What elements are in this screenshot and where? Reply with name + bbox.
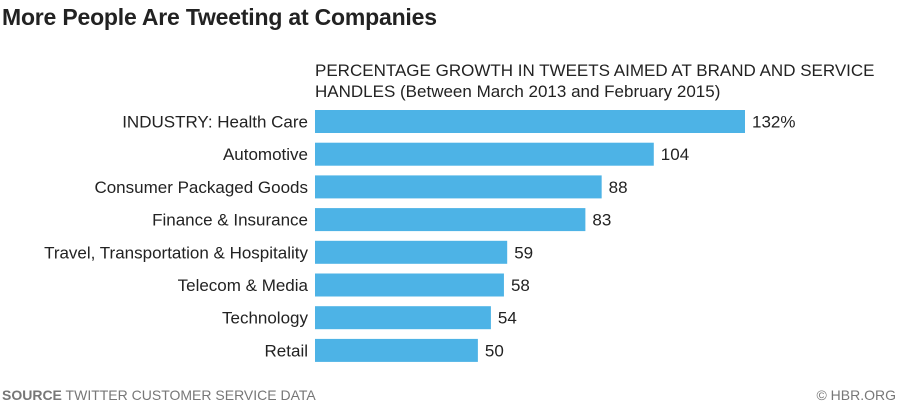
- bar: [315, 273, 504, 297]
- category-label: Telecom & Media: [178, 276, 309, 295]
- category-label: Travel, Transportation & Hospitality: [44, 243, 308, 262]
- data-label: 54: [498, 309, 517, 328]
- bar: [315, 142, 654, 166]
- copyright-credit: © HBR.ORG: [816, 387, 896, 403]
- bar: [315, 208, 586, 232]
- category-label: Finance & Insurance: [152, 211, 308, 230]
- bar: [315, 338, 478, 362]
- bar: [315, 240, 508, 264]
- bar: [315, 110, 745, 133]
- category-label: Technology: [222, 309, 309, 328]
- subtitle-line-2: HANDLES (Between March 2013 and February…: [315, 82, 721, 101]
- data-label: 132%: [752, 113, 795, 132]
- subtitle-line-1: PERCENTAGE GROWTH IN TWEETS AIMED AT BRA…: [315, 61, 875, 80]
- source-note: SOURCE TWITTER CUSTOMER SERVICE DATA: [2, 387, 316, 403]
- category-label: Automotive: [223, 145, 308, 164]
- category-label: INDUSTRY: Health Care: [122, 113, 308, 132]
- bar: [315, 175, 602, 199]
- data-label: 104: [661, 145, 689, 164]
- source-text: TWITTER CUSTOMER SERVICE DATA: [65, 387, 316, 403]
- chart-title: More People Are Tweeting at Companies: [2, 4, 437, 30]
- chart-subtitle: PERCENTAGE GROWTH IN TWEETS AIMED AT BRA…: [315, 60, 895, 102]
- data-label: 59: [514, 243, 533, 262]
- source-label: SOURCE: [2, 387, 62, 403]
- data-label: 88: [609, 178, 628, 197]
- data-label: 58: [511, 276, 530, 295]
- data-label: 83: [592, 211, 611, 230]
- data-label: 50: [485, 341, 504, 360]
- category-label: Consumer Packaged Goods: [94, 178, 308, 197]
- bar: [315, 306, 491, 330]
- category-label: Retail: [265, 341, 308, 360]
